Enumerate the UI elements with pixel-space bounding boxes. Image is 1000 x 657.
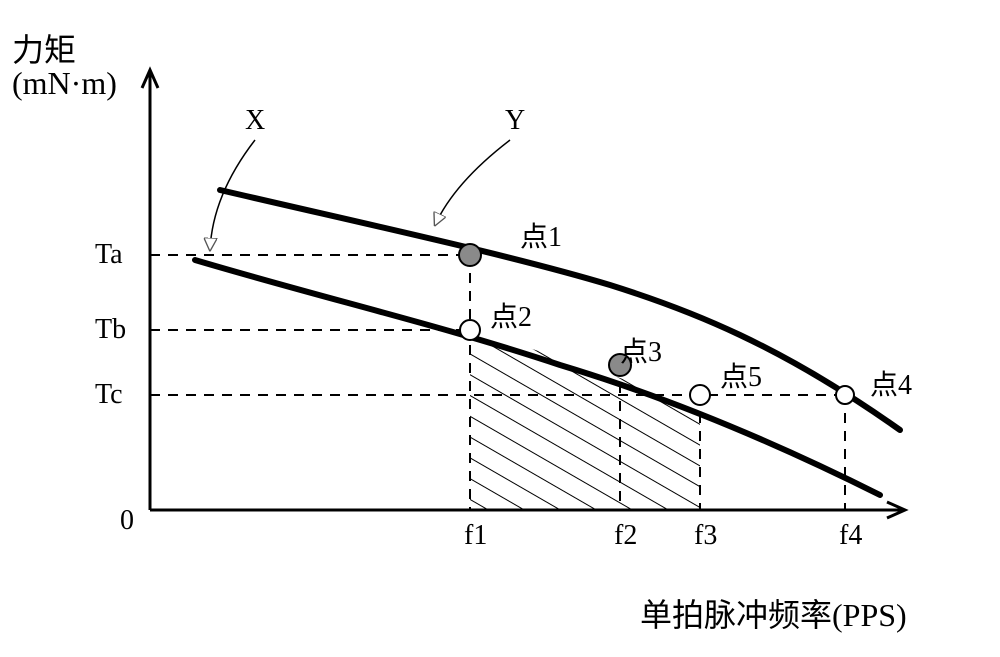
point-2: [460, 320, 480, 340]
figure-root: 力矩 (mN·m) 单拍脉冲频率(PPS) 0 X Y TaTbTcf1f2f3…: [0, 0, 1000, 657]
xtick-f2: f2: [614, 520, 637, 552]
point-label-5: 点5: [720, 355, 762, 395]
xtick-f4: f4: [839, 520, 862, 552]
xtick-f1: f1: [464, 520, 487, 552]
leader-arrow-1: [435, 140, 510, 225]
point-label-3: 点3: [620, 330, 662, 370]
ytick-Tc: Tc: [95, 379, 123, 411]
point-label-2: 点2: [490, 295, 532, 335]
ytick-Tb: Tb: [95, 314, 126, 346]
hatched-region: [470, 330, 700, 510]
point-label-4: 点4: [870, 363, 912, 403]
point-1: [459, 244, 481, 266]
xtick-f3: f3: [694, 520, 717, 552]
ytick-Ta: Ta: [95, 239, 123, 271]
point-5: [690, 385, 710, 405]
point-label-1: 点1: [520, 215, 562, 255]
point-4: [836, 386, 854, 404]
